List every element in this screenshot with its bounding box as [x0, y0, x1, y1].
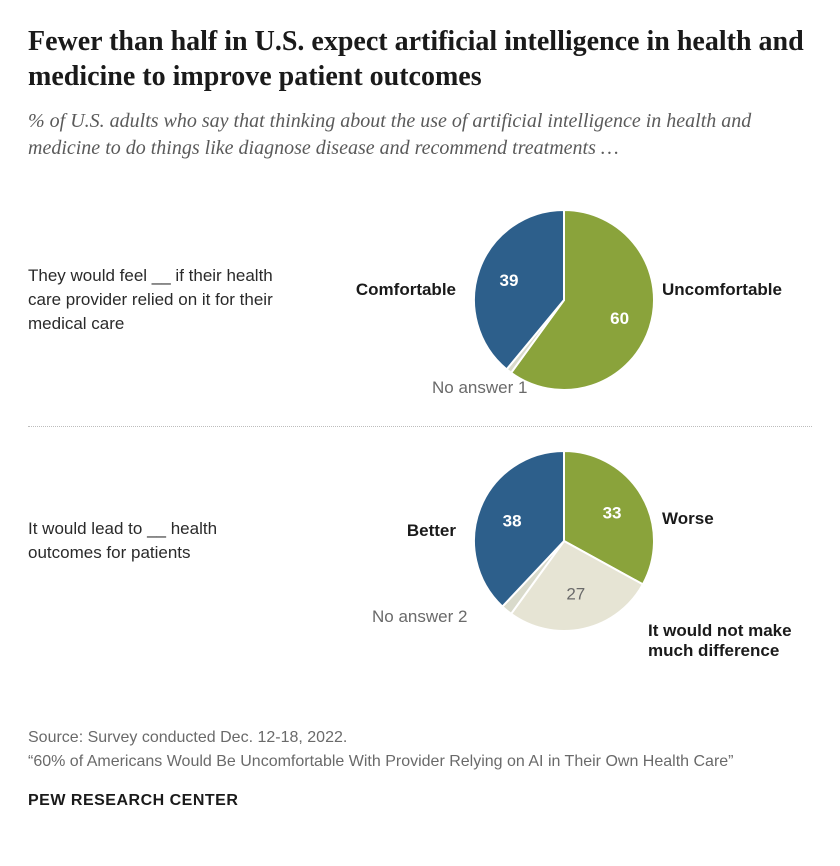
footer-source: Source: Survey conducted Dec. 12-18, 202… — [28, 727, 812, 749]
footer: Source: Survey conducted Dec. 12-18, 202… — [28, 727, 812, 774]
chart-row-2: It would lead to __ health outcomes for … — [28, 431, 812, 701]
slice-value: 39 — [499, 271, 518, 290]
divider — [28, 426, 812, 427]
label-noanswer-2: No answer 2 — [372, 607, 467, 627]
slice-value: 27 — [566, 585, 585, 604]
slice-value: 33 — [603, 504, 622, 523]
slice-value: 60 — [610, 309, 629, 328]
footer-note: “60% of Americans Would Be Uncomfortable… — [28, 751, 812, 773]
chart-title: Fewer than half in U.S. expect artificia… — [28, 24, 812, 94]
prompt-1: They would feel __ if their health care … — [28, 264, 284, 335]
chart-row-1: They would feel __ if their health care … — [28, 190, 812, 422]
label-worse: Worse — [662, 509, 714, 529]
chart-subtitle: % of U.S. adults who say that thinking a… — [28, 108, 812, 162]
label-uncomfortable: Uncomfortable — [662, 280, 782, 300]
label-better: Better — [407, 521, 456, 541]
logo-text: PEW RESEARCH CENTER — [28, 792, 812, 810]
pie-area-1: 60 39 Comfortable Uncomfortable No answer… — [304, 200, 824, 400]
label-comfortable: Comfortable — [356, 280, 456, 300]
prompt-2: It would lead to __ health outcomes for … — [28, 517, 284, 565]
label-noanswer-1: No answer 1 — [432, 378, 527, 398]
pie-area-2: 332738 Better Worse No answer 2 It would… — [304, 441, 824, 641]
slice-value: 38 — [503, 511, 522, 530]
label-nodiff: It would not make much difference — [648, 621, 838, 662]
